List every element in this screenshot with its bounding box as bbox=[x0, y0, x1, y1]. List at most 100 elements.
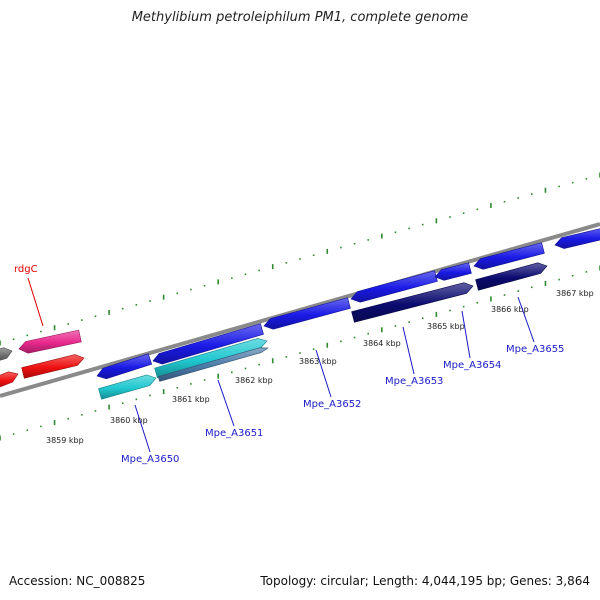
gene-labels: rdgC Mpe_A3650 Mpe_A3651 Mpe_A3652 Mpe_A3653… bbox=[14, 264, 564, 465]
scale-tick-mark bbox=[326, 248, 329, 254]
accession-text: Accession: NC_008825 bbox=[9, 574, 146, 588]
gene-leader-line bbox=[461, 310, 471, 359]
scale-tick-mark bbox=[299, 352, 301, 354]
scale-tick-mark bbox=[462, 212, 465, 214]
scale-tick-mark bbox=[503, 200, 506, 203]
scale-tick-mark bbox=[271, 358, 274, 364]
scale-tick-mark bbox=[162, 389, 165, 395]
gene-arrow bbox=[157, 347, 269, 382]
gene-arrow bbox=[98, 374, 157, 400]
gene-label: rdgC bbox=[14, 264, 38, 275]
scale-tick-mark bbox=[244, 367, 247, 370]
scale-tick-mark bbox=[394, 231, 397, 234]
gene-arrow bbox=[473, 242, 545, 270]
scale-tick-mark bbox=[571, 181, 574, 184]
scale-tick-mark bbox=[26, 334, 29, 337]
scale-tick-mark bbox=[408, 321, 410, 323]
scale-tick-mark bbox=[531, 193, 533, 195]
gene-label: Mpe_A3652 bbox=[303, 399, 361, 410]
scale-tick-mark bbox=[435, 218, 438, 224]
scale-tick-mark bbox=[571, 274, 574, 277]
scale-tick-mark bbox=[585, 271, 588, 273]
scale-tick-mark bbox=[312, 348, 315, 350]
gene-arrow bbox=[0, 347, 13, 361]
scale-tick-mark bbox=[462, 305, 465, 308]
scale-tick-mark bbox=[244, 273, 247, 276]
gene-leader-line bbox=[402, 326, 415, 375]
scale-tick-mark bbox=[421, 317, 424, 320]
scale-tick-mark bbox=[203, 379, 206, 381]
scale-tick-mark bbox=[67, 323, 69, 325]
scale-tick-mark bbox=[81, 414, 83, 416]
gene-arrow bbox=[263, 297, 351, 330]
scale-tick-mark bbox=[340, 340, 342, 343]
scale-tick-mark bbox=[367, 239, 369, 241]
kbp-label: 3859 kbp bbox=[46, 436, 84, 445]
scale-tick-mark bbox=[449, 309, 451, 312]
scale-tick-mark bbox=[353, 242, 356, 245]
scale-tick-mark bbox=[108, 309, 110, 315]
scale-tick-mark bbox=[94, 315, 97, 318]
scale-tick-mark bbox=[271, 264, 274, 270]
scale-tick-mark bbox=[503, 294, 506, 296]
scale-tick-mark bbox=[0, 435, 1, 441]
scale-tick-mark bbox=[149, 394, 151, 397]
scale-tick-mark bbox=[149, 300, 151, 302]
scale-tick-mark bbox=[558, 185, 560, 188]
scale-tick-mark bbox=[285, 262, 288, 264]
scale-tick-mark bbox=[121, 402, 124, 405]
scale-tick-mark bbox=[203, 284, 206, 287]
scale-tick-mark bbox=[176, 386, 179, 389]
gene-arrow bbox=[554, 228, 600, 249]
kbp-label: 3862 kbp bbox=[235, 376, 273, 385]
gene-leader-line bbox=[134, 404, 151, 453]
scale-tick-mark bbox=[40, 330, 42, 333]
scale-tick-mark bbox=[381, 327, 383, 333]
gene-arrow bbox=[434, 262, 472, 281]
scale-tick-mark bbox=[312, 254, 315, 256]
gene-leader-line bbox=[517, 296, 535, 343]
scale-tick-mark bbox=[490, 296, 492, 302]
scale-tick-mark bbox=[558, 278, 560, 281]
kbp-tick-labels: 3859 kbp 3860 kbp 3861 kbp 3862 kbp 3863 kbp… bbox=[46, 289, 594, 445]
kbp-label: 3861 kbp bbox=[172, 395, 210, 404]
scale-tick-mark bbox=[421, 223, 424, 226]
scale-tick-mark bbox=[408, 227, 410, 230]
scale-tick-mark bbox=[0, 340, 1, 346]
scale-tick-mark bbox=[517, 290, 519, 292]
scale-tick-mark bbox=[340, 246, 342, 249]
kbp-label: 3867 kbp bbox=[556, 289, 594, 298]
scale-tick-mark bbox=[449, 216, 451, 218]
scale-tick-mark bbox=[121, 307, 124, 310]
scale-tick-mark bbox=[231, 371, 233, 374]
scale-tick-mark bbox=[544, 187, 547, 193]
scale-tick-mark bbox=[381, 233, 383, 239]
scale-tick-mark bbox=[476, 208, 479, 211]
gene-leader-line bbox=[217, 379, 235, 427]
gene-arrow bbox=[96, 353, 153, 380]
scale-tick-mark bbox=[176, 292, 179, 295]
scale-tick-mark bbox=[285, 356, 288, 358]
gene-arrow bbox=[475, 262, 548, 291]
scale-tick-mark bbox=[217, 373, 219, 379]
genome-backbone bbox=[0, 222, 600, 398]
map-title: Methylibium petroleiphilum PM1, complete… bbox=[131, 10, 469, 25]
gene-leader-line bbox=[315, 349, 332, 398]
scale-tick-mark bbox=[585, 178, 588, 180]
kbp-label: 3863 kbp bbox=[299, 357, 337, 366]
scale-tick-mark bbox=[217, 279, 219, 285]
scale-tick-mark bbox=[190, 383, 192, 385]
scale-tick-mark bbox=[258, 269, 260, 272]
scale-tick-mark bbox=[353, 336, 356, 339]
kbp-label: 3866 kbp bbox=[491, 305, 529, 314]
genome-summary-text: Topology: circular; Length: 4,044,195 bp… bbox=[260, 574, 590, 588]
gene-arrow bbox=[21, 354, 85, 379]
kbp-label: 3864 kbp bbox=[363, 339, 401, 348]
scale-tick-mark bbox=[435, 311, 438, 317]
scale-tick-mark bbox=[531, 286, 533, 289]
gene-arrow bbox=[351, 282, 474, 323]
gene-arrow-rdgC bbox=[18, 329, 82, 354]
scale-tick-mark bbox=[394, 325, 397, 327]
